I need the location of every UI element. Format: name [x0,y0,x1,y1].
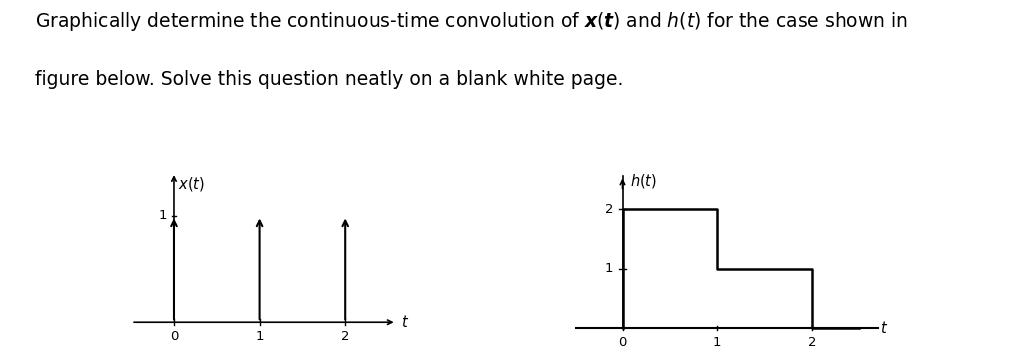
Text: 2: 2 [604,203,613,216]
Text: $t$: $t$ [880,320,889,336]
Text: $x(t)$: $x(t)$ [179,175,205,193]
Text: 1: 1 [255,330,263,343]
Text: 0: 0 [170,330,179,343]
Text: Graphically determine the continuous-time convolution of $\boldsymbol{x}(\boldsy: Graphically determine the continuous-tim… [35,10,908,34]
Text: 1: 1 [158,209,167,222]
Text: 1: 1 [713,336,721,349]
Text: $t$: $t$ [401,314,409,330]
Text: 0: 0 [619,336,627,349]
Text: $h(t)$: $h(t)$ [630,172,657,190]
Text: 2: 2 [808,336,816,349]
Text: figure below. Solve this question neatly on a blank white page.: figure below. Solve this question neatly… [35,70,624,89]
Text: 1: 1 [604,262,613,275]
Text: 2: 2 [341,330,349,343]
